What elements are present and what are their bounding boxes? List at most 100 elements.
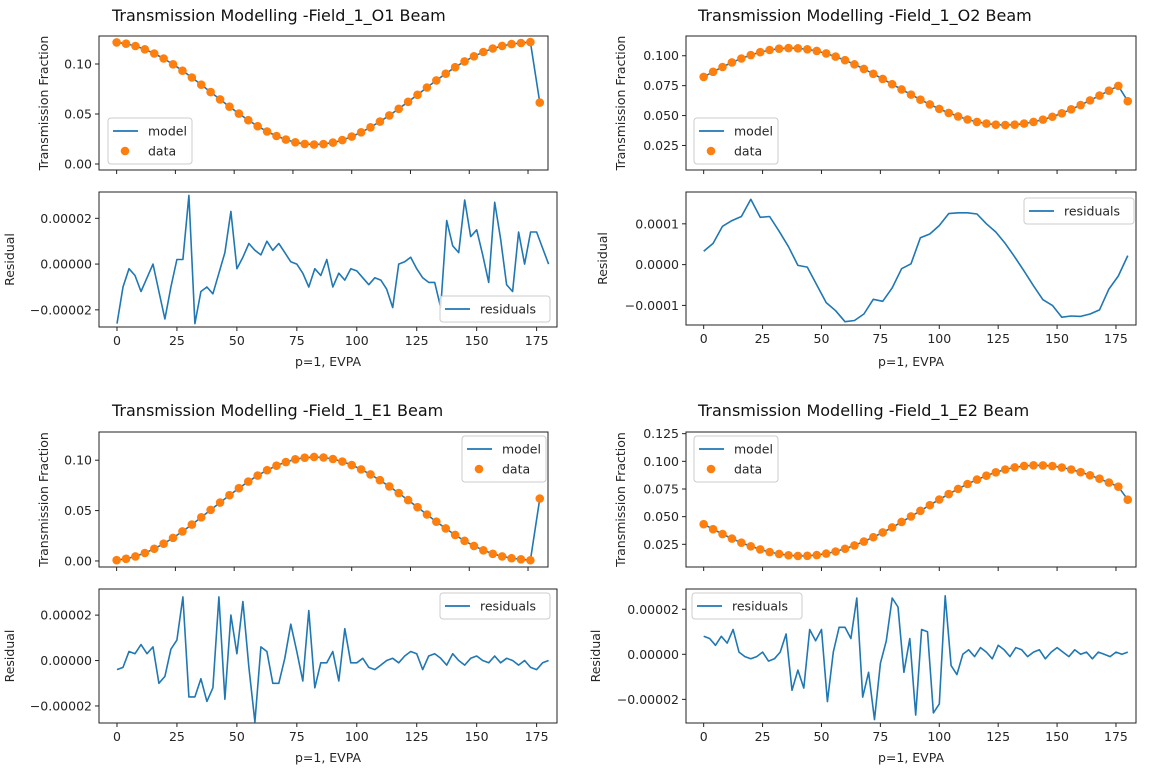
legend-label-residuals: residuals <box>480 599 536 614</box>
data-point <box>196 513 206 522</box>
data-point <box>281 457 291 467</box>
data-point <box>121 39 131 48</box>
data-point <box>196 80 206 89</box>
y-tick-label: 0.00002 <box>40 608 92 623</box>
x-tick-label: 175 <box>1104 729 1128 744</box>
model-line <box>116 41 541 146</box>
residuals-line <box>116 596 549 723</box>
x-tick-label: 125 <box>986 729 1010 744</box>
data-point <box>328 138 338 147</box>
data-point <box>159 54 168 63</box>
data-point <box>1123 495 1133 505</box>
data-point <box>784 550 793 560</box>
plot-frame <box>98 191 558 328</box>
data-point <box>737 538 746 547</box>
data-point <box>479 47 488 57</box>
data-point <box>991 120 1001 129</box>
data-point <box>488 44 498 53</box>
y-tick-label: 0.025 <box>643 537 679 552</box>
x-axis-label: p=1, EVPA <box>295 750 361 765</box>
data-point <box>916 506 925 516</box>
subplot-8: 0 25 50 75 100 125 150 175 −0.00002 0.00000 0.0000… <box>588 588 1137 765</box>
data-point <box>385 482 394 491</box>
data-point <box>1114 81 1123 91</box>
data-point <box>934 495 944 504</box>
data-point <box>526 37 535 47</box>
data-point <box>149 49 159 58</box>
data-point <box>206 87 215 97</box>
y-axis-label: Residual <box>2 233 17 286</box>
data-point <box>718 62 727 72</box>
data-point <box>225 490 234 500</box>
data-point <box>149 544 159 554</box>
data-point <box>803 551 812 561</box>
data-point <box>944 108 953 118</box>
data-point <box>1019 461 1029 471</box>
plot-frame <box>685 35 1137 171</box>
data-point <box>356 465 366 474</box>
y-tick-label: 0.0001 <box>635 216 679 231</box>
data-point <box>234 483 244 493</box>
data-point <box>253 471 262 480</box>
data-point <box>774 549 784 559</box>
data-point <box>479 545 488 555</box>
data-point <box>1104 478 1114 487</box>
y-tick-label: −0.00002 <box>617 692 679 707</box>
data-point <box>488 549 498 559</box>
data-point <box>262 465 272 475</box>
data-point <box>375 117 385 126</box>
data-point <box>963 479 972 489</box>
y-tick-label: −0.00002 <box>30 698 92 713</box>
data-point <box>178 527 187 536</box>
y-axis-label: Transmission Fraction <box>613 36 628 172</box>
data-point <box>1048 112 1057 122</box>
x-tick-label: 175 <box>525 333 549 348</box>
legend-box <box>439 592 551 620</box>
data-point <box>243 115 253 125</box>
data-point <box>272 461 281 470</box>
data-point <box>784 43 793 53</box>
data-point <box>168 533 178 543</box>
data-point <box>1066 105 1076 114</box>
data-point <box>727 534 737 543</box>
legend-box <box>691 592 803 620</box>
data-point <box>140 548 150 558</box>
data-point <box>243 477 253 486</box>
data-point <box>1010 120 1019 129</box>
data-point <box>765 547 774 557</box>
x-tick-label: 0 <box>113 333 121 348</box>
data-point <box>840 544 850 554</box>
data-point <box>887 523 897 532</box>
y-tick-label: 0.00 <box>64 553 92 568</box>
data-point <box>869 69 878 79</box>
data-point <box>1104 86 1114 95</box>
data-point <box>225 102 234 111</box>
data-point <box>131 41 140 51</box>
legend-label-residuals: residuals <box>480 302 536 317</box>
data-point <box>535 494 545 503</box>
legend-box <box>1023 197 1135 225</box>
y-axis-label: Residual <box>595 232 610 285</box>
plot-frame <box>685 191 1137 326</box>
y-tick-label: 0.0000 <box>635 257 679 272</box>
data-point <box>403 495 413 505</box>
data-point <box>1085 470 1095 480</box>
y-tick-label: −0.00002 <box>30 302 92 317</box>
x-tick-label: 150 <box>1045 729 1069 744</box>
data-point <box>366 470 375 479</box>
data-point <box>765 45 774 55</box>
data-point <box>1095 91 1104 100</box>
x-axis-label: p=1, EVPA <box>878 354 944 369</box>
data-point <box>1038 461 1048 470</box>
y-tick-label: 0.050 <box>643 509 679 524</box>
data-point <box>253 121 262 131</box>
data-point <box>215 95 225 104</box>
legend-label-model: model <box>734 124 773 139</box>
y-tick-label: 0.075 <box>643 78 679 93</box>
data-point <box>1085 96 1095 105</box>
chart-title: Transmission Modelling -Field_1_E2 Beam <box>697 401 1029 421</box>
data-point <box>338 135 347 145</box>
x-tick-label: 175 <box>1104 331 1128 346</box>
data-point <box>831 547 840 556</box>
data-point <box>187 73 197 82</box>
